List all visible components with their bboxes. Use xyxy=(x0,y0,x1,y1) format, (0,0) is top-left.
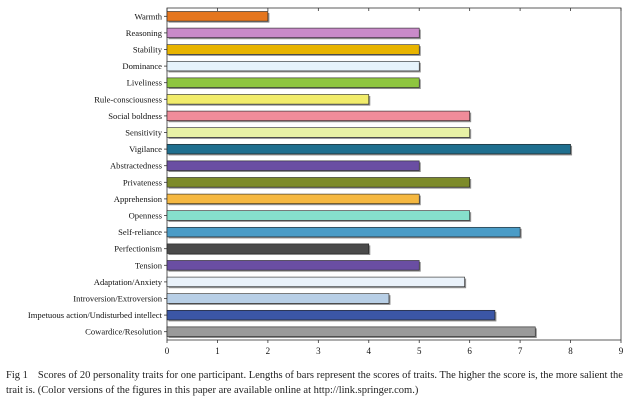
x-tick-label: 2 xyxy=(266,346,271,356)
x-tick-label: 7 xyxy=(518,346,523,356)
x-tick-label: 9 xyxy=(619,346,624,356)
bar xyxy=(166,60,420,72)
bar-label: Reasoning xyxy=(126,28,163,38)
bar xyxy=(166,243,370,254)
bar xyxy=(166,226,521,238)
bar xyxy=(166,193,420,205)
bar xyxy=(166,27,420,39)
bar xyxy=(166,143,571,155)
bar-label: Dominance xyxy=(122,61,162,71)
bar xyxy=(166,127,470,138)
x-tick-label: 5 xyxy=(417,346,422,356)
bar xyxy=(166,276,465,288)
x-tick-label: 1 xyxy=(215,346,220,356)
figure-caption: Fig 1 Scores of 20 personality traits for… xyxy=(6,368,636,398)
bar-label: Tension xyxy=(135,260,163,270)
bar-label: Apprehension xyxy=(114,194,163,204)
bar-label: Rule-consciousness xyxy=(94,94,162,104)
bar xyxy=(166,293,390,304)
bar xyxy=(166,77,420,88)
bar xyxy=(166,260,420,271)
bar-label: Stability xyxy=(133,45,163,55)
bar-label: Social boldness xyxy=(108,111,162,121)
bar-label: Privateness xyxy=(123,177,163,187)
bar xyxy=(166,210,470,221)
x-tick-label: 0 xyxy=(165,346,170,356)
bar-label: Warmth xyxy=(135,11,163,21)
bar xyxy=(166,110,470,122)
bar-label: Impetuous action/Undisturbed intellect xyxy=(28,310,163,320)
bar-label: Introversion/Extroversion xyxy=(73,294,162,304)
bar-label: Adaptation/Anxiety xyxy=(94,277,163,287)
plot-frame xyxy=(166,7,622,341)
bar-label: Vigilance xyxy=(129,144,162,154)
bar-chart: Warmth Reasoning Stability Dominance Livelin… xyxy=(28,7,624,356)
bar xyxy=(166,11,269,22)
bar-label: Abstractedness xyxy=(110,161,163,171)
bar-label: Self-reliance xyxy=(118,227,162,237)
bar-label: Perfectionism xyxy=(114,244,162,254)
x-tick-label: 4 xyxy=(367,346,372,356)
bar xyxy=(166,160,420,171)
bar xyxy=(166,44,420,55)
bar xyxy=(166,309,496,321)
bar-label: Openness xyxy=(129,211,163,221)
caption-text: Scores of 20 personality traits for one … xyxy=(6,370,623,396)
bar xyxy=(166,177,470,188)
bar xyxy=(166,94,370,105)
bar-label: Cowardice/Resolution xyxy=(85,327,163,337)
x-tick-label: 3 xyxy=(316,346,321,356)
bar-label: Sensitivity xyxy=(125,128,162,138)
bar xyxy=(166,326,536,337)
bar-label: Liveliness xyxy=(127,78,163,88)
caption-label: Fig 1 xyxy=(6,370,28,381)
x-tick-label: 6 xyxy=(467,346,472,356)
x-tick-label: 8 xyxy=(568,346,573,356)
